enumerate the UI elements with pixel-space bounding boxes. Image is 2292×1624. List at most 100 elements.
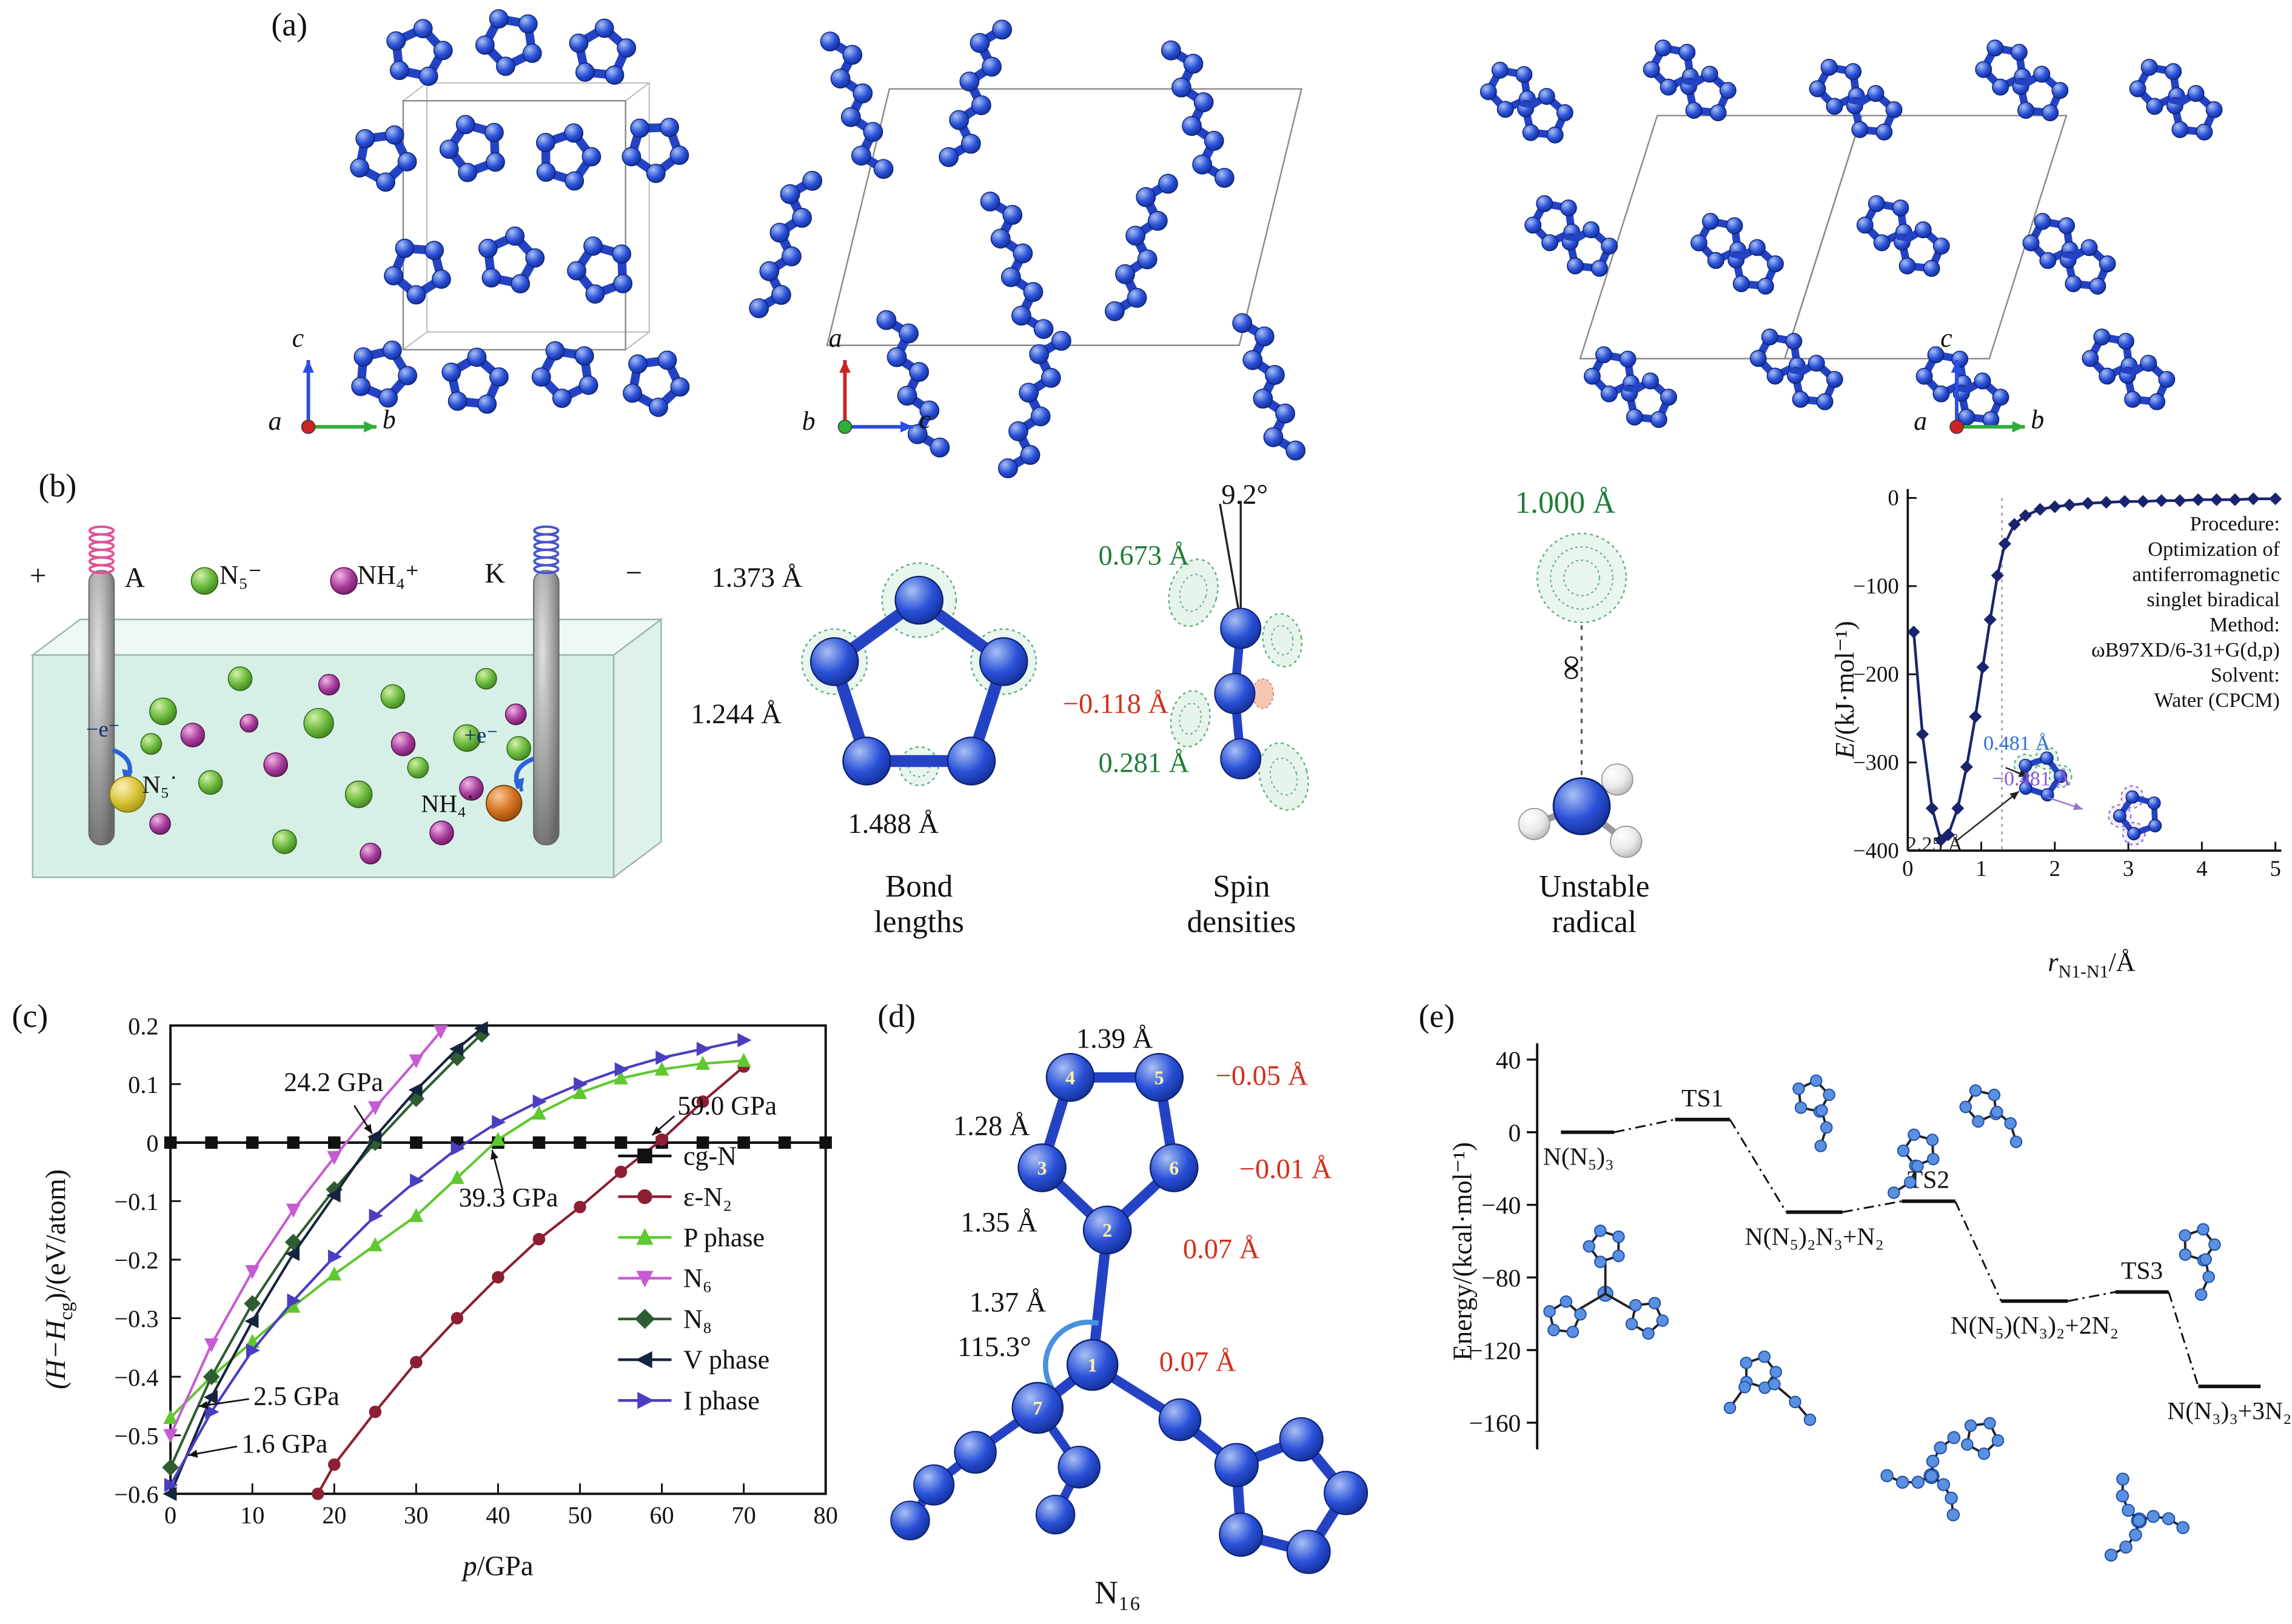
atom	[1034, 319, 1053, 338]
note-line: Procedure:	[2060, 513, 2280, 538]
atom	[1679, 44, 1695, 60]
mol-atom	[1583, 1241, 1595, 1252]
atom	[1148, 212, 1167, 230]
atom	[671, 378, 689, 396]
atom	[1992, 79, 2008, 95]
atom	[264, 753, 287, 777]
atom	[1702, 66, 1718, 82]
atom	[612, 245, 631, 263]
atom	[330, 567, 357, 594]
legend-label: cg-N	[683, 1141, 737, 1171]
atom	[631, 119, 649, 137]
atom	[999, 459, 1017, 478]
atom	[2089, 278, 2105, 294]
atom	[386, 126, 404, 144]
atom	[360, 843, 381, 864]
atom	[1182, 116, 1201, 135]
atom	[1809, 355, 1825, 371]
anode-coil	[90, 565, 113, 573]
axis-a-label: a	[829, 324, 842, 352]
note-line: ωB97XD/6-31+G(d,p)	[2060, 639, 2280, 664]
marker-diamond	[2137, 495, 2150, 508]
atom	[1768, 256, 1783, 272]
atom	[568, 262, 586, 280]
atom	[1874, 235, 1889, 250]
atom	[1974, 373, 1990, 389]
atom	[2126, 791, 2139, 804]
atom	[2118, 333, 2134, 349]
atom	[1557, 105, 1573, 121]
marker-diamond	[2173, 494, 2186, 507]
atom	[1280, 1418, 1323, 1461]
rect-gfx	[403, 101, 626, 350]
atom	[2172, 122, 2188, 138]
series-line-P phase	[170, 1061, 744, 1418]
atom	[1651, 412, 1667, 427]
atom	[2034, 213, 2050, 229]
atom	[852, 146, 871, 165]
mol-atom	[2011, 1136, 2022, 1148]
atom	[1492, 62, 1508, 78]
atom	[2034, 66, 2049, 82]
bond	[1626, 389, 1635, 390]
atom	[853, 84, 872, 102]
atom	[1265, 366, 1284, 384]
x-tick-label: 50	[568, 1502, 592, 1529]
atom	[1584, 368, 1600, 384]
atom	[476, 669, 497, 689]
atom	[982, 57, 1001, 76]
marker-diamond	[2100, 496, 2113, 509]
legend-label: ε-N₂	[683, 1182, 732, 1212]
atom	[1827, 372, 1843, 387]
atom	[430, 821, 454, 844]
atom	[1567, 258, 1583, 273]
atom	[1519, 809, 1550, 840]
atom	[181, 723, 204, 747]
atom	[1159, 174, 1178, 193]
marker-triangle-right	[737, 1033, 751, 1048]
atom	[623, 384, 642, 402]
atom	[407, 286, 425, 304]
atom	[891, 1501, 930, 1540]
y-tick-label: 40	[1496, 1046, 1521, 1074]
atom	[1127, 289, 1146, 307]
atom	[390, 61, 409, 79]
atom	[1019, 383, 1038, 402]
atom	[1219, 1513, 1262, 1556]
mol-atom	[1657, 1315, 1669, 1326]
mol-atom	[1630, 1300, 1641, 1311]
atom	[1767, 368, 1783, 384]
marker-square	[737, 1137, 750, 1149]
atom	[1116, 265, 1134, 284]
cchart-y-axis-title: (H−Hcg)/(eV/atom)	[42, 1116, 76, 1442]
atom	[1892, 200, 1908, 216]
marker-diamond	[1969, 710, 1982, 723]
mol-atom	[1948, 1432, 1960, 1444]
atom	[2042, 105, 2058, 121]
atom	[877, 310, 896, 329]
atom	[1012, 306, 1031, 325]
marker-triangle-right	[533, 1094, 547, 1109]
atom	[1596, 347, 1612, 363]
atom	[1276, 404, 1295, 423]
mol-atom	[1970, 1085, 1982, 1097]
atom	[1923, 261, 1939, 276]
marker-triangle-right	[655, 1051, 669, 1065]
y-tick-label: −300	[1853, 750, 1899, 775]
ammonium-legend-label: NH₄⁺	[357, 562, 419, 590]
atom	[1734, 276, 1749, 292]
mol-atom	[1741, 1357, 1752, 1369]
atom	[1243, 350, 1262, 369]
note-line: Method:	[2060, 613, 2280, 639]
electrochemical-cell-graphic	[15, 489, 667, 922]
marker-diamond	[1907, 626, 1920, 638]
atom	[1726, 218, 1742, 233]
mol-atom	[2180, 1249, 2191, 1260]
atom	[2128, 827, 2140, 840]
mol-atom	[1770, 1366, 1781, 1378]
polygon-gfx	[827, 89, 1301, 346]
bond	[1567, 237, 1576, 238]
biradical-inset	[1955, 747, 2162, 844]
